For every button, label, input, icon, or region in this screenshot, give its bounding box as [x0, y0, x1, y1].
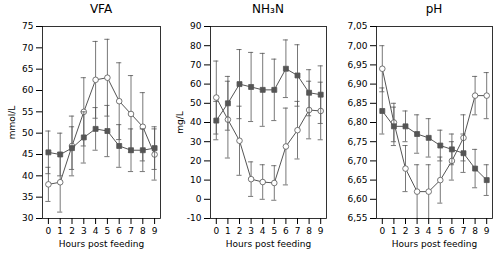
svg-text:0: 0 — [46, 226, 52, 236]
svg-text:70: 70 — [22, 43, 34, 53]
svg-text:0: 0 — [213, 226, 219, 236]
svg-text:mg/L: mg/L — [175, 111, 185, 134]
svg-text:7: 7 — [295, 226, 301, 236]
svg-text:90: 90 — [190, 21, 202, 31]
svg-text:3: 3 — [414, 226, 420, 236]
svg-text:2: 2 — [403, 226, 409, 236]
svg-text:5: 5 — [271, 226, 277, 236]
svg-text:45: 45 — [22, 149, 33, 159]
svg-text:2: 2 — [69, 226, 75, 236]
svg-text:55: 55 — [22, 107, 33, 117]
svg-text:1: 1 — [225, 226, 231, 236]
svg-text:50: 50 — [22, 128, 34, 138]
svg-text:4: 4 — [260, 226, 266, 236]
svg-text:9: 9 — [318, 226, 324, 236]
svg-text:60: 60 — [190, 79, 202, 89]
svg-text:7: 7 — [128, 226, 134, 236]
html-text:NH₃N: NH₃N — [252, 2, 284, 16]
html-text:VFA: VFA — [89, 2, 113, 16]
svg-text:8: 8 — [306, 226, 312, 236]
svg-text:75: 75 — [22, 21, 33, 31]
svg-text:6: 6 — [283, 226, 289, 236]
svg-text:2: 2 — [237, 226, 243, 236]
svg-text:mmol/L: mmol/L — [7, 106, 17, 140]
svg-text:35: 35 — [22, 192, 33, 202]
svg-text:30: 30 — [22, 213, 34, 223]
svg-text:6,90: 6,90 — [347, 79, 367, 89]
svg-text:9: 9 — [152, 226, 158, 236]
svg-text:20: 20 — [190, 156, 202, 166]
svg-text:6,65: 6,65 — [347, 175, 367, 185]
svg-text:30: 30 — [190, 137, 202, 147]
html-text:pH: pH — [425, 2, 443, 16]
svg-text:10: 10 — [190, 175, 202, 185]
svg-text:8: 8 — [472, 226, 478, 236]
svg-text:65: 65 — [22, 64, 33, 74]
svg-text:7: 7 — [461, 226, 467, 236]
svg-text:80: 80 — [190, 41, 202, 51]
svg-text:7,05: 7,05 — [347, 21, 367, 31]
svg-text:Hours post feeding: Hours post feeding — [226, 239, 311, 249]
svg-text:70: 70 — [190, 60, 202, 70]
svg-text:6,80: 6,80 — [347, 117, 367, 127]
svg-text:6,70: 6,70 — [347, 156, 367, 166]
svg-text:5: 5 — [105, 226, 111, 236]
svg-text:6: 6 — [116, 226, 122, 236]
svg-text:6,75: 6,75 — [347, 137, 367, 147]
svg-text:5: 5 — [437, 226, 443, 236]
svg-text:-10: -10 — [187, 213, 202, 223]
svg-text:40: 40 — [190, 117, 202, 127]
svg-text:60: 60 — [22, 85, 34, 95]
svg-text:1: 1 — [57, 226, 63, 236]
svg-text:7,00: 7,00 — [347, 41, 367, 51]
svg-text:6,95: 6,95 — [347, 60, 367, 70]
svg-text:4: 4 — [93, 226, 99, 236]
svg-text:6,55: 6,55 — [347, 213, 367, 223]
svg-text:4: 4 — [426, 226, 432, 236]
svg-text:3: 3 — [81, 226, 87, 236]
svg-text:40: 40 — [22, 171, 34, 181]
svg-text:1: 1 — [391, 226, 397, 236]
svg-text:0: 0 — [379, 226, 385, 236]
svg-text:0: 0 — [196, 194, 202, 204]
svg-text:8: 8 — [140, 226, 146, 236]
svg-text:Hours post feeding: Hours post feeding — [392, 239, 477, 249]
svg-text:50: 50 — [190, 98, 202, 108]
svg-text:6,85: 6,85 — [347, 98, 367, 108]
svg-text:9: 9 — [484, 226, 490, 236]
svg-text:Hours post feeding: Hours post feeding — [59, 239, 144, 249]
svg-text:6,60: 6,60 — [347, 194, 367, 204]
svg-text:3: 3 — [248, 226, 254, 236]
svg-text:6: 6 — [449, 226, 455, 236]
